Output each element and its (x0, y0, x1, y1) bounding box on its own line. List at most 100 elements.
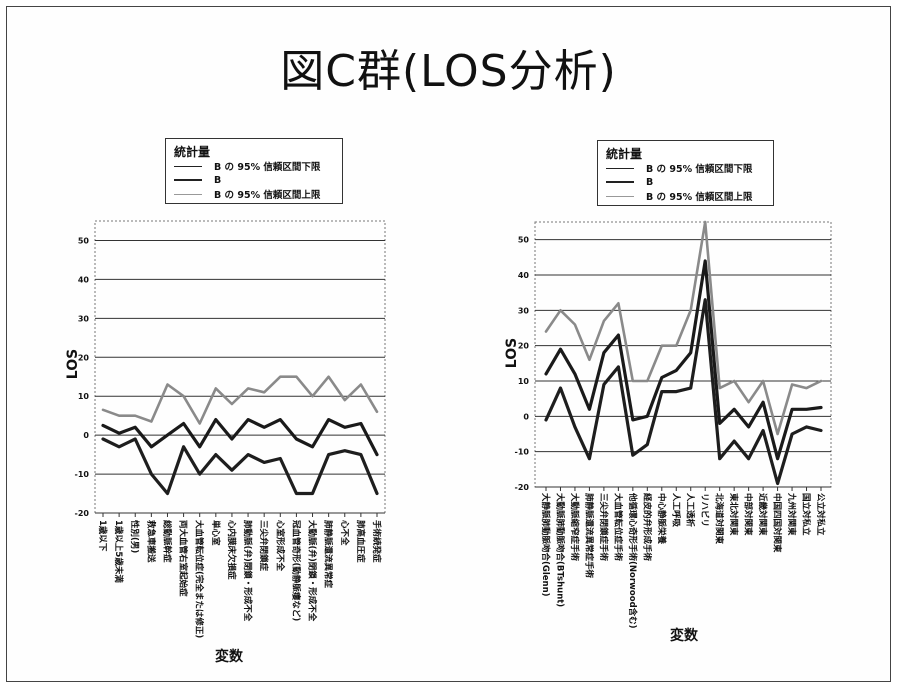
legend-swatch (606, 181, 634, 183)
data-point (776, 433, 779, 435)
data-point (134, 426, 137, 429)
data-point (747, 401, 750, 404)
data-point (102, 409, 104, 411)
data-point (559, 348, 562, 351)
data-point (559, 309, 562, 312)
y-tick-label: 20 (518, 342, 530, 351)
y-tick-label: 50 (518, 236, 530, 245)
x-axis-label: 変数 (670, 628, 698, 644)
data-point (166, 492, 169, 495)
data-point (327, 453, 330, 456)
data-point (718, 422, 721, 425)
data-point (646, 443, 649, 446)
data-point (263, 426, 265, 429)
data-point (718, 457, 721, 460)
legend-label: B の 95% 信頼区間上限 (214, 190, 321, 201)
x-tick-label: 救急車搬送 (145, 520, 156, 563)
data-point (603, 351, 605, 354)
x-tick-label: 北海道対関東 (714, 493, 725, 545)
data-point (545, 419, 547, 421)
x-tick-label: 公立対私立 (815, 493, 826, 536)
legend-swatch (606, 195, 634, 197)
x-tick-label: 大血管転位症手術 (612, 493, 623, 562)
data-point (182, 422, 185, 425)
data-point (559, 387, 562, 389)
data-point (231, 469, 233, 471)
data-point (718, 387, 721, 389)
data-point (231, 438, 233, 440)
data-point (247, 387, 249, 390)
data-point (247, 453, 249, 456)
data-point (263, 391, 265, 394)
legend-swatch (606, 167, 634, 169)
data-point (166, 383, 169, 386)
y-tick-label: -20 (75, 509, 90, 518)
x-tick-label: 三尖弁閉鎖症手術 (598, 493, 609, 562)
legend-label: B (646, 176, 654, 188)
x-tick-label: 中心静脈栄養 (656, 493, 667, 545)
data-point (791, 433, 793, 435)
x-tick-label: 心内膜床欠損症 (226, 520, 237, 580)
data-point (762, 401, 764, 404)
data-point (791, 408, 793, 411)
data-point (263, 461, 265, 464)
data-point (762, 429, 764, 432)
series-line-0 (101, 437, 379, 496)
data-point (646, 380, 649, 382)
x-tick-label: 肺静脈還流異常症 (323, 520, 334, 589)
data-point (574, 323, 576, 326)
data-point (820, 406, 822, 409)
x-tick-label: 単心室 (210, 520, 221, 546)
legend-label: B の 95% 信頼区間上限 (646, 192, 753, 203)
x-tick-label: 他循環心奇形手術(Norwood含む) (627, 492, 638, 629)
data-point (747, 426, 750, 428)
slide-title: 図C群(LOS分析) (280, 46, 617, 97)
x-tick-label: 経皮的弁形成手術 (641, 493, 652, 562)
data-point (632, 419, 634, 421)
data-point (791, 383, 793, 386)
data-point (360, 453, 362, 456)
x-tick-label: リハビリ (699, 493, 710, 527)
y-tick-label: 30 (78, 314, 90, 323)
x-tick-label: 性別(男) (129, 520, 140, 553)
legend-label: B の 95% 信頼区間下限 (646, 164, 753, 175)
legend-swatch (174, 193, 202, 195)
data-point (118, 446, 120, 448)
y-tick-label: -10 (75, 470, 90, 479)
x-tick-label: 大血管転位症(完全または修正) (194, 520, 205, 638)
data-point (311, 395, 314, 398)
data-point (134, 414, 137, 417)
x-tick-label: 両大血管右室起始症 (178, 520, 189, 597)
data-point (545, 373, 547, 375)
slide: 図C群(LOS分析) (6, 6, 891, 682)
data-point (805, 387, 808, 389)
series-line-0 (544, 298, 823, 486)
data-point (776, 457, 779, 460)
data-point (588, 408, 591, 411)
legend-entry-lower: B の 95% 信頼区間下限 (606, 161, 752, 175)
x-tick-label: 中国四国対関東 (772, 493, 783, 553)
data-point (733, 380, 735, 382)
x-tick-label: 手術続発症 (371, 520, 382, 563)
data-point (632, 380, 634, 382)
data-point (704, 221, 707, 223)
data-point (327, 418, 330, 421)
x-tick-label: 総動脈幹症 (161, 520, 172, 563)
y-tick-label: 10 (518, 377, 530, 386)
data-point (603, 320, 605, 322)
data-point (617, 334, 620, 336)
data-point (343, 449, 346, 452)
data-point (689, 309, 692, 312)
data-point (118, 414, 120, 417)
data-point (617, 366, 620, 368)
data-point (343, 399, 346, 401)
data-point (360, 422, 362, 425)
data-point (820, 429, 822, 432)
y-tick-label: 0 (83, 431, 89, 440)
y-axis-label: LOS (504, 337, 521, 369)
data-point (102, 424, 104, 427)
data-point (805, 408, 808, 411)
y-tick-label: 30 (518, 306, 530, 315)
